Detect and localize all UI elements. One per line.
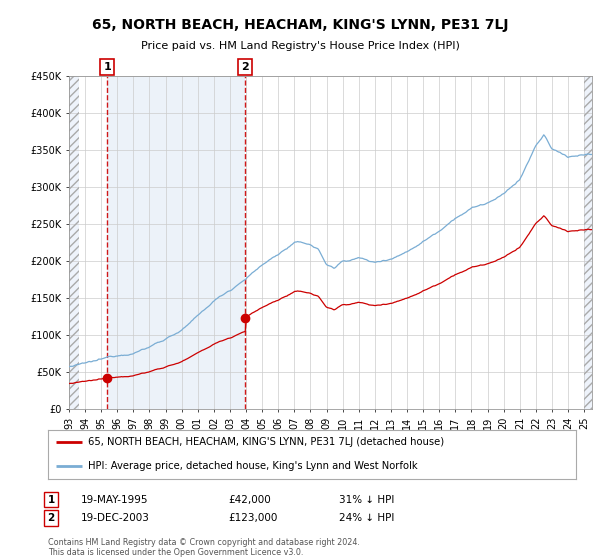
Text: £123,000: £123,000: [228, 513, 277, 523]
Text: Price paid vs. HM Land Registry's House Price Index (HPI): Price paid vs. HM Land Registry's House …: [140, 41, 460, 51]
Bar: [69, 76, 79, 409]
Text: £42,000: £42,000: [228, 494, 271, 505]
Text: 65, NORTH BEACH, HEACHAM, KING'S LYNN, PE31 7LJ: 65, NORTH BEACH, HEACHAM, KING'S LYNN, P…: [92, 18, 508, 32]
Bar: [107, 76, 245, 409]
Text: 1: 1: [47, 494, 55, 505]
Text: 65, NORTH BEACH, HEACHAM, KING'S LYNN, PE31 7LJ (detached house): 65, NORTH BEACH, HEACHAM, KING'S LYNN, P…: [88, 437, 444, 447]
Bar: [584, 76, 592, 409]
Text: 19-DEC-2003: 19-DEC-2003: [81, 513, 150, 523]
Text: 19-MAY-1995: 19-MAY-1995: [81, 494, 149, 505]
Text: 2: 2: [47, 513, 55, 523]
Text: 1: 1: [103, 62, 111, 72]
Bar: [69, 76, 79, 409]
Bar: [584, 76, 592, 409]
Text: 2: 2: [242, 62, 250, 72]
Text: Contains HM Land Registry data © Crown copyright and database right 2024.
This d: Contains HM Land Registry data © Crown c…: [48, 538, 360, 557]
Text: HPI: Average price, detached house, King's Lynn and West Norfolk: HPI: Average price, detached house, King…: [88, 461, 417, 472]
Text: 31% ↓ HPI: 31% ↓ HPI: [339, 494, 394, 505]
Text: 24% ↓ HPI: 24% ↓ HPI: [339, 513, 394, 523]
